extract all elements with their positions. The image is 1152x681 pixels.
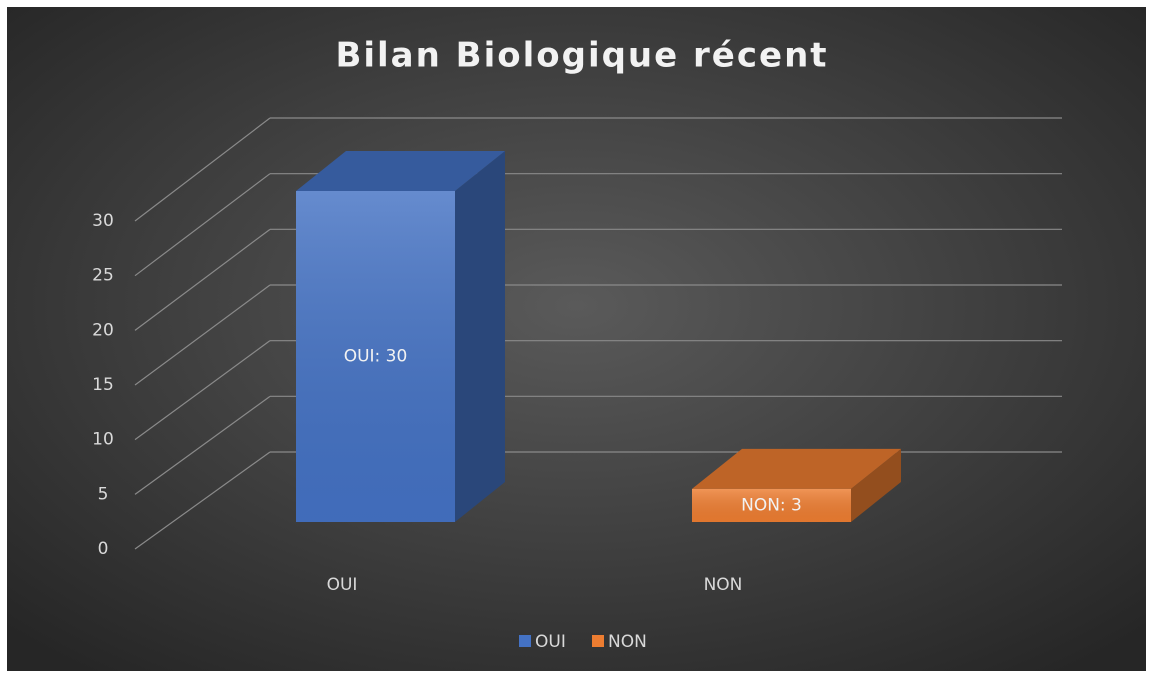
- bar-top: [296, 151, 505, 191]
- grid-line-side: [134, 451, 271, 550]
- bar-side: [455, 151, 505, 522]
- legend-label: OUI: [535, 632, 566, 652]
- grid-line-side: [134, 284, 271, 386]
- y-tick-label: 10: [92, 430, 114, 450]
- y-tick-label: 0: [98, 539, 109, 559]
- grid-line-side: [134, 395, 271, 495]
- chart-title: Bilan Biologique récent: [335, 36, 828, 76]
- legend-label: NON: [608, 632, 647, 652]
- x-tick-label: OUI: [327, 575, 358, 595]
- bar-shine: [296, 191, 455, 522]
- chart-background: [7, 7, 1146, 671]
- grid-line-side: [134, 117, 271, 222]
- bar-top: [692, 448, 901, 489]
- data-label: OUI: 30: [344, 347, 408, 367]
- y-tick-label: 30: [92, 211, 114, 231]
- grid-line-side: [134, 173, 271, 277]
- grid-line-side: [134, 228, 271, 331]
- x-tick-label: NON: [704, 575, 743, 595]
- y-tick-label: 5: [98, 484, 109, 504]
- grid-line-side: [134, 340, 271, 441]
- y-tick-label: 15: [92, 375, 114, 395]
- legend-swatch: [519, 635, 531, 647]
- y-tick-label: 20: [92, 320, 114, 340]
- data-label: NON: 3: [741, 495, 802, 515]
- bar-side: [851, 448, 901, 522]
- legend-swatch: [592, 635, 604, 647]
- y-tick-label: 25: [92, 266, 114, 286]
- bar-shine: [692, 488, 851, 522]
